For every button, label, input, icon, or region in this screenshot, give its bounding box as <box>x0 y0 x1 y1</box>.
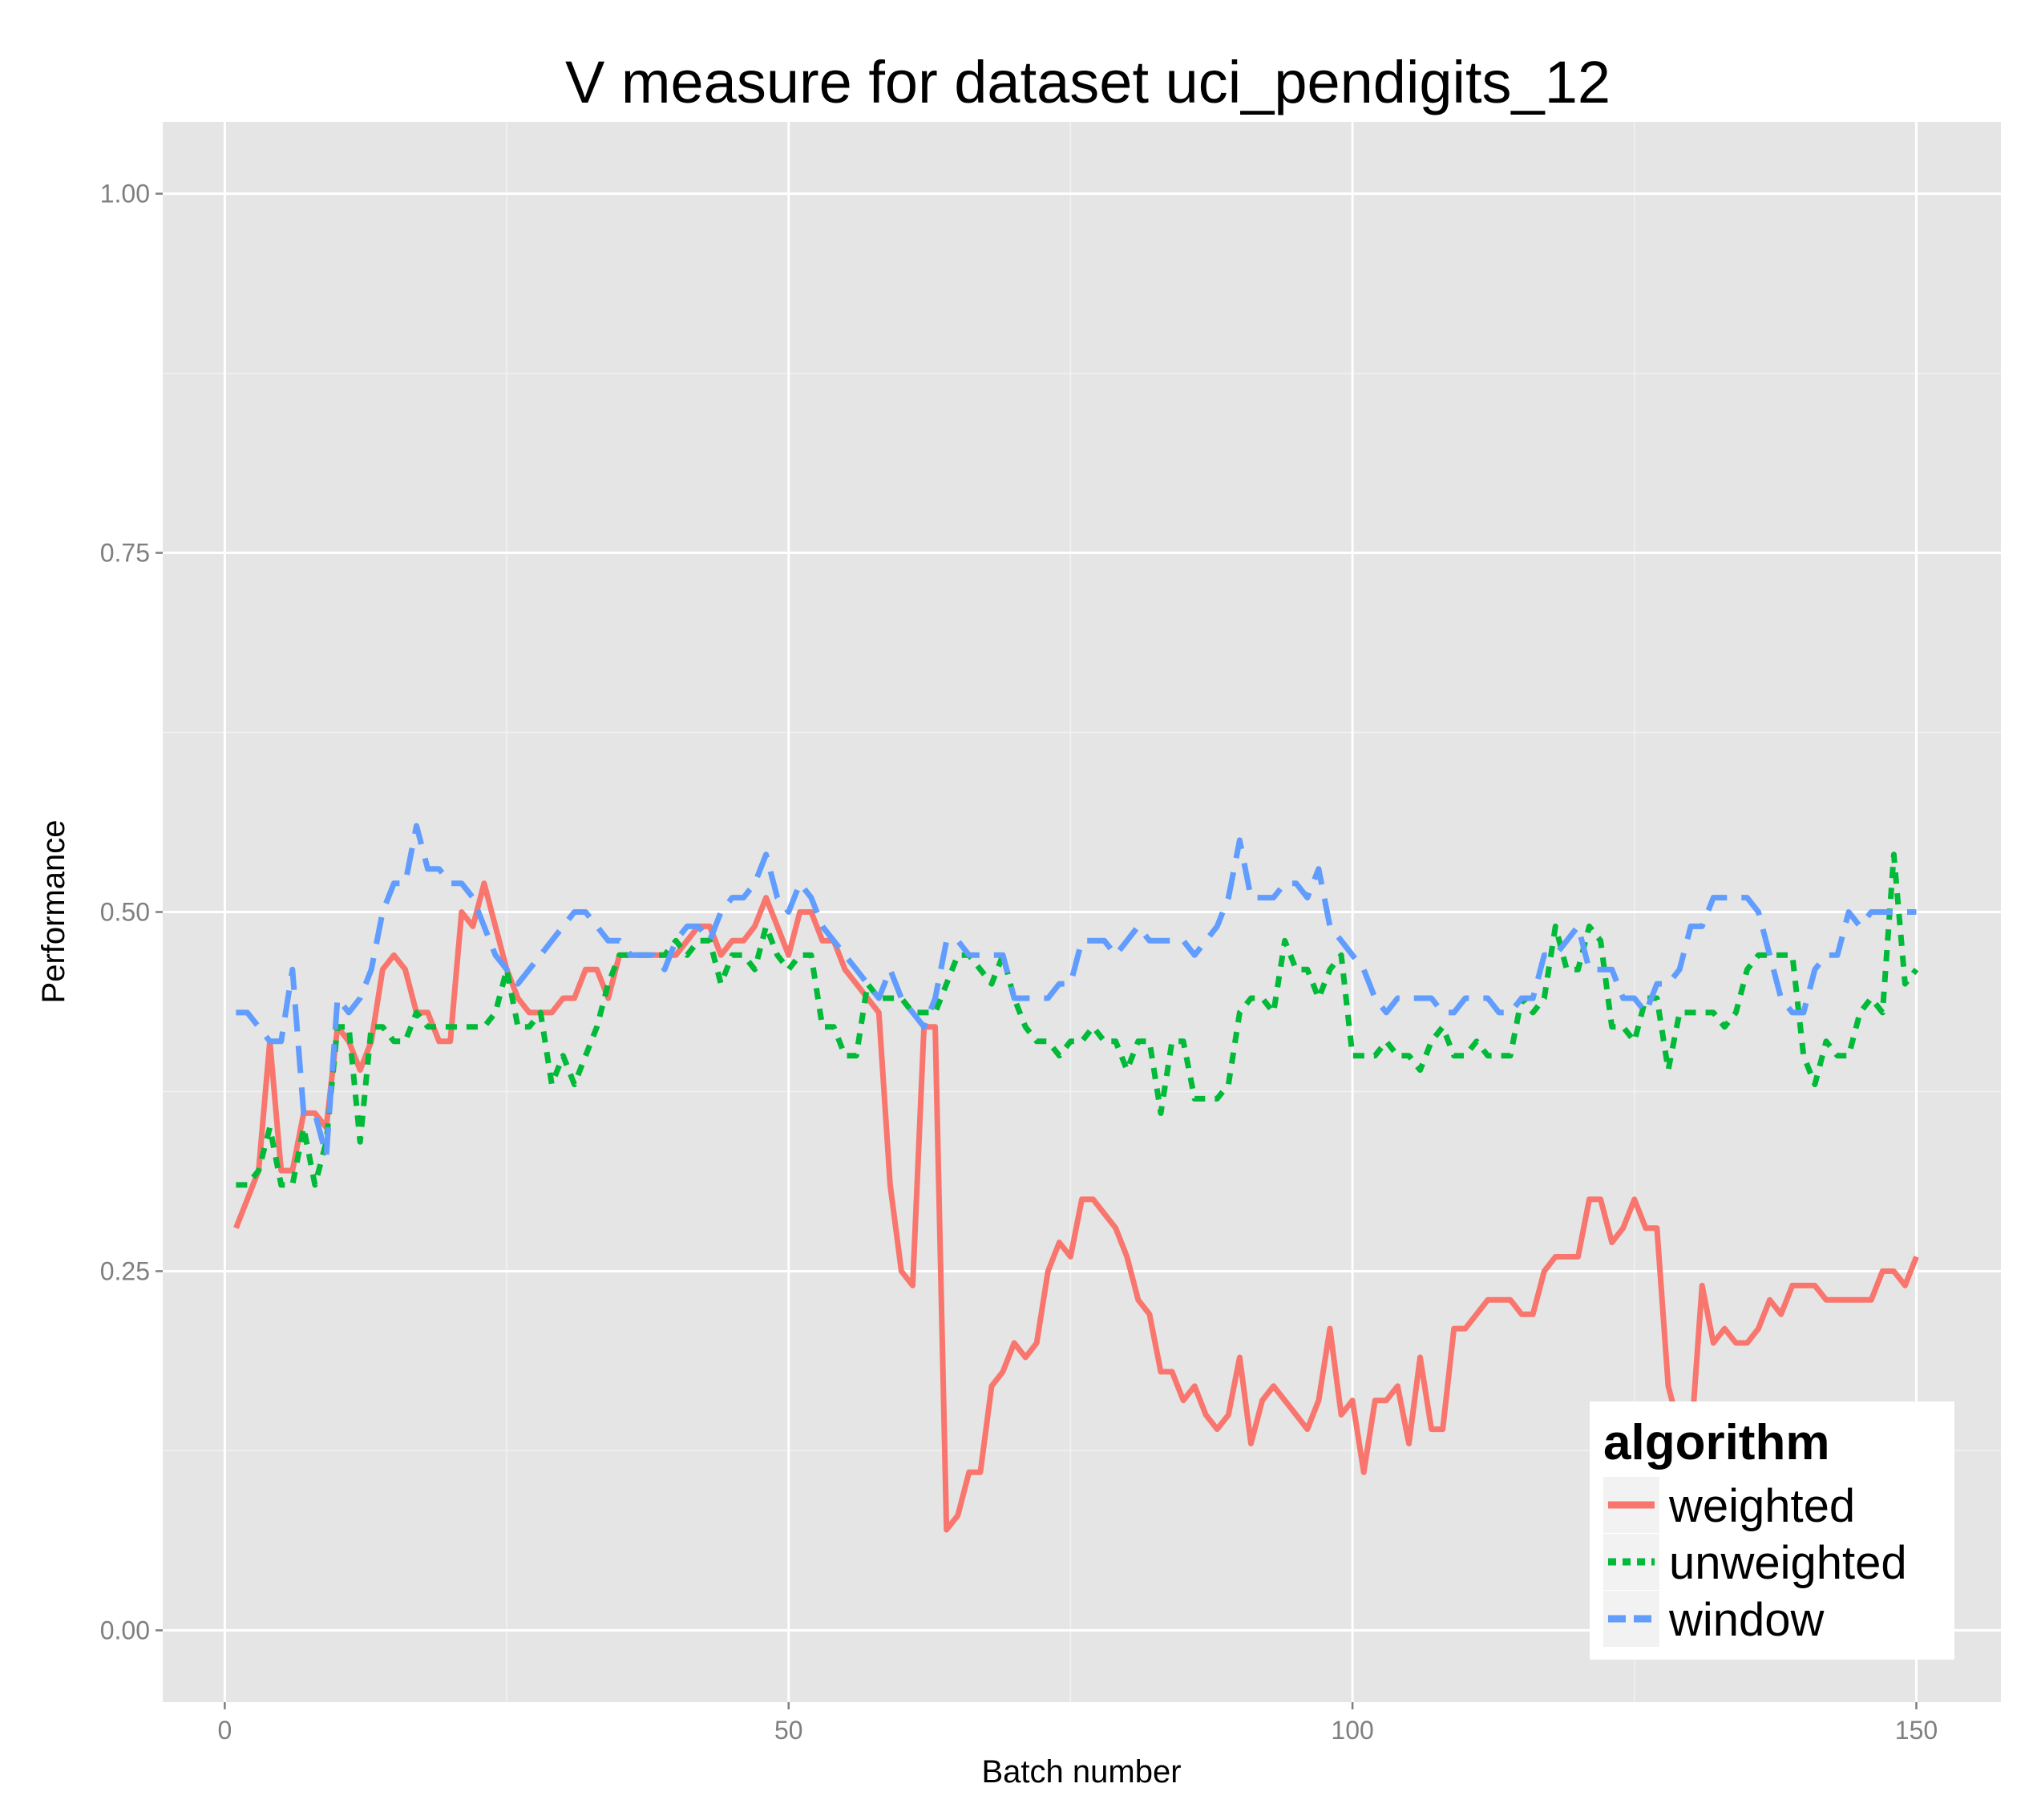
y-tick-label: 0.75 <box>100 539 150 568</box>
series-line-weighted <box>233 880 1919 1533</box>
x-tick-label: 0 <box>217 1716 232 1745</box>
y-tick-label: 1.00 <box>100 180 150 208</box>
legend-item-weighted: weighted <box>1603 1477 1855 1533</box>
series-line-window <box>236 823 1917 1159</box>
legend-item-unweighted: unweighted <box>1603 1534 1907 1590</box>
x-tick-label: 50 <box>774 1716 803 1745</box>
y-axis-title: Performance <box>36 820 71 1004</box>
legend: algorithm weighted unweighted window <box>1590 1401 1954 1660</box>
x-tick-label: 100 <box>1331 1716 1373 1745</box>
legend-label-unweighted: unweighted <box>1669 1537 1907 1589</box>
chart-title: V measure for dataset uci_pendigits_12 <box>565 49 1611 115</box>
legend-title: algorithm <box>1603 1415 1829 1470</box>
series-layer <box>233 823 1919 1533</box>
y-axis: 0.00 0.25 0.50 0.75 1.00 <box>100 180 163 1644</box>
legend-label-window: window <box>1668 1594 1825 1646</box>
y-tick-label: 0.25 <box>100 1256 150 1285</box>
x-axis-title: Batch number <box>981 1754 1181 1790</box>
series-line-unweighted <box>236 851 1919 1188</box>
x-axis: 0 50 100 150 <box>217 1702 1938 1745</box>
legend-item-window: window <box>1603 1591 1825 1647</box>
y-tick-label: 0.00 <box>100 1616 150 1644</box>
x-tick-label: 150 <box>1895 1716 1938 1745</box>
legend-label-weighted: weighted <box>1668 1480 1855 1532</box>
y-tick-label: 0.50 <box>100 898 150 927</box>
